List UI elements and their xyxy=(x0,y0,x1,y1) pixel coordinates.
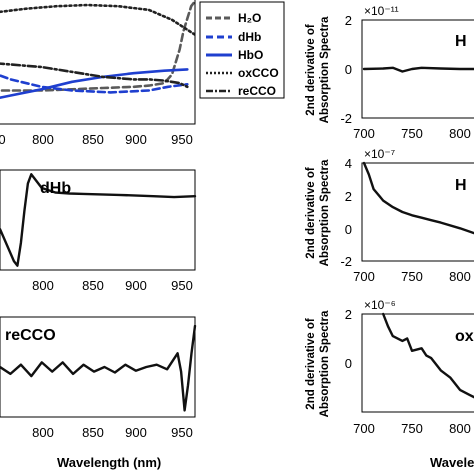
ylabel-line1: 2nd derivative of xyxy=(305,167,317,259)
spectra-xtick: 950 xyxy=(171,132,193,147)
recco-xtick: 900 xyxy=(125,425,147,440)
oxcco-2nd-exponent: ×10⁻⁶ xyxy=(364,298,396,312)
series-line-ho xyxy=(362,66,474,73)
h2o-2nd-xtick: 800 xyxy=(449,126,471,141)
spectra-xtick: 800 xyxy=(32,132,54,147)
oxcco-2nd-ytick: 0 xyxy=(345,356,352,371)
ylabel-line2: Absorption Spectra xyxy=(319,159,331,266)
series-line-oxcco xyxy=(382,312,474,399)
recco-xlabel: Wavelength (nm) xyxy=(57,455,161,470)
dhb-xtick: 850 xyxy=(82,278,104,293)
oxcco-2nd-axes xyxy=(361,313,474,413)
panel-dhb: dHb 800 850 900 950 xyxy=(0,169,197,293)
hbo-2nd-ytick: -2 xyxy=(340,254,352,269)
legend-box xyxy=(199,1,285,99)
h2o-2nd-xtick: 750 xyxy=(401,126,423,141)
hbo-2nd-ytick: 0 xyxy=(345,222,352,237)
series-line-ho xyxy=(0,0,195,92)
panel-recco: reCCO 800 850 900 950 Wavelength (nm) xyxy=(0,316,197,470)
ylabel-line2: Absorption Spectra xyxy=(319,310,331,417)
series-line-hbo xyxy=(0,68,189,99)
hbo-2nd-ytick: 4 xyxy=(345,156,352,171)
hbo-2nd-xtick: 800 xyxy=(449,269,471,284)
h2o-2nd-lines xyxy=(362,66,474,73)
hbo-2nd-ylabel: 2nd derivative of Absorption Spectra xyxy=(305,159,331,266)
recco-axes xyxy=(0,316,196,418)
h2o-2nd-ytick: 0 xyxy=(345,62,352,77)
ylabel-line2: Absorption Spectra xyxy=(319,16,331,123)
legend-label-oxcco: oxCCO xyxy=(238,66,279,80)
dhb-xtick: 900 xyxy=(125,278,147,293)
oxcco-2nd-panel-label: ox xyxy=(455,328,474,345)
spectra-axes xyxy=(0,0,196,125)
h2o-2nd-ytick: -2 xyxy=(340,111,352,126)
recco-xtick: 800 xyxy=(32,425,54,440)
legend-label-hbo: HbO xyxy=(238,48,263,62)
hbo-2nd-lines xyxy=(362,161,474,235)
dhb-xtick: 950 xyxy=(171,278,193,293)
recco-panel-label: reCCO xyxy=(5,327,56,344)
hbo-2nd-panel-label: H xyxy=(455,177,467,194)
oxcco-2nd-xtick: 700 xyxy=(353,421,375,436)
panel-oxcco-2nd: ×10⁻⁶ ox 2 0 700 750 800 Wavele 2nd deri… xyxy=(305,298,474,470)
dhb-panel-label: dHb xyxy=(40,180,71,197)
h2o-2nd-panel-label: H xyxy=(455,33,467,50)
series-line-dhb xyxy=(0,173,197,267)
series-line-recco xyxy=(0,324,197,412)
spectra-legend: H₂O dHb HbO oxCCO reCCO xyxy=(199,1,285,99)
panel-hbo-2nd: ×10⁻⁷ H 4 2 0 -2 700 750 800 2nd derivat… xyxy=(305,147,474,284)
series-line-hbo xyxy=(362,161,474,235)
hbo-2nd-xtick: 700 xyxy=(353,269,375,284)
panel-h2o-2nd: ×10⁻¹¹ H 2 0 -2 700 750 800 2nd derivati… xyxy=(305,4,474,141)
oxcco-2nd-xtick: 750 xyxy=(401,421,423,436)
ylabel-line1: 2nd derivative of xyxy=(305,24,317,116)
h2o-2nd-ytick: 2 xyxy=(345,13,352,28)
spectra-lines xyxy=(0,0,195,99)
series-line-dhb xyxy=(0,74,189,94)
h2o-2nd-axes xyxy=(361,19,474,119)
oxcco-2nd-lines xyxy=(382,312,474,399)
spectra-partial-tick: 0 xyxy=(0,132,6,147)
legend-label-h2o: H₂O xyxy=(238,11,261,25)
oxcco-2nd-xtick: 800 xyxy=(449,421,471,436)
dhb-axes xyxy=(0,169,196,271)
legend-label-dhb: dHb xyxy=(238,30,261,44)
series-line-oxcco xyxy=(0,3,195,37)
legend-label-recco: reCCO xyxy=(238,84,276,98)
hbo-2nd-exponent: ×10⁻⁷ xyxy=(364,147,395,161)
recco-xtick: 950 xyxy=(171,425,193,440)
oxcco-2nd-ylabel: 2nd derivative of Absorption Spectra xyxy=(305,310,331,417)
oxcco-2nd-xlabel: Wavele xyxy=(430,455,474,470)
dhb-lines xyxy=(0,173,197,267)
panel-spectra: 0 800 850 900 950 H₂O dHb HbO oxCCO reCC… xyxy=(0,0,285,147)
hbo-2nd-xtick: 750 xyxy=(401,269,423,284)
ylabel-line1: 2nd derivative of xyxy=(305,318,317,410)
spectra-xtick: 850 xyxy=(82,132,104,147)
dhb-xtick: 800 xyxy=(32,278,54,293)
h2o-2nd-exponent: ×10⁻¹¹ xyxy=(364,4,399,18)
series-line-recco xyxy=(0,62,189,89)
hbo-2nd-axes xyxy=(361,162,474,262)
recco-lines xyxy=(0,324,197,412)
spectra-xtick: 900 xyxy=(125,132,147,147)
h2o-2nd-ylabel: 2nd derivative of Absorption Spectra xyxy=(305,16,331,123)
recco-xtick: 850 xyxy=(82,425,104,440)
h2o-2nd-xtick: 700 xyxy=(353,126,375,141)
hbo-2nd-ytick: 2 xyxy=(345,189,352,204)
oxcco-2nd-ytick: 2 xyxy=(345,307,352,322)
